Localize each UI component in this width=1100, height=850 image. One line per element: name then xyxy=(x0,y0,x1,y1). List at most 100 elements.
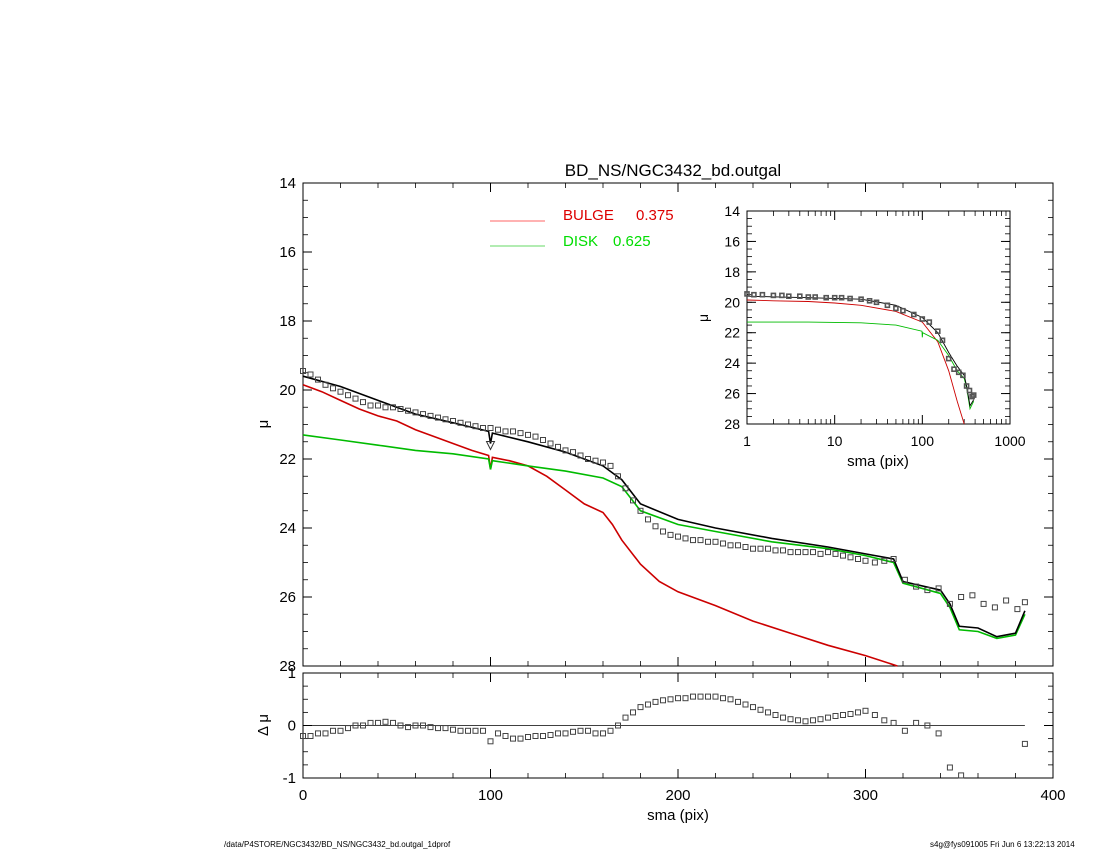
inset-series-unlabeled-3-point xyxy=(744,291,750,297)
main-axis-ticks: 14 16 18 20 22 24 26 28 xyxy=(279,175,1054,675)
resid-series-unlabeled-0-point xyxy=(330,727,336,734)
main-series-unlabeled-3-point xyxy=(322,381,329,388)
resid-series-unlabeled-0-point xyxy=(720,695,726,702)
resid-series-unlabeled-0-point xyxy=(555,730,561,737)
inset-series-unlabeled-3-point xyxy=(963,383,970,389)
resid-series-unlabeled-0-point xyxy=(472,727,479,734)
resid-series-unlabeled-0-point xyxy=(881,717,888,724)
inset-series-unlabeled-3-point xyxy=(873,299,880,306)
inset-y-tick-label-5: 24 xyxy=(724,355,740,371)
inset-y-tick-label-3: 20 xyxy=(724,294,740,310)
resid-series-unlabeled-0-point xyxy=(547,732,554,738)
resid-series-unlabeled-0-point xyxy=(457,727,464,734)
resid-series-unlabeled-0-point xyxy=(345,725,351,732)
resid-series-unlabeled-0-point xyxy=(615,722,621,729)
resid-series-unlabeled-0-point xyxy=(427,724,434,731)
main-series-unlabeled-3-point xyxy=(427,412,434,419)
resid-series-unlabeled-0-point xyxy=(435,725,441,732)
main-series-unlabeled-3-point xyxy=(772,547,779,554)
main-series-unlabeled-3-point xyxy=(667,531,674,538)
main-series-unlabeled-3-point xyxy=(825,549,831,556)
inset-x-axis-label: sma (pix) xyxy=(847,453,909,470)
main-series-unlabeled-3-point xyxy=(847,554,854,561)
main-series-disk-line xyxy=(302,434,1026,640)
resid-series-unlabeled-0-point xyxy=(510,735,516,742)
main-series-bulge-line xyxy=(302,384,898,667)
resid-series-unlabeled-0-point xyxy=(577,727,584,734)
resid-series-unlabeled-0-point xyxy=(825,714,831,721)
main-series-unlabeled-3-point xyxy=(525,431,531,438)
resid-series-unlabeled-0-point xyxy=(405,724,411,731)
resid-series-unlabeled-0-point xyxy=(525,734,531,740)
resid-series-unlabeled-0-point xyxy=(645,701,651,708)
resid-series-unlabeled-0-point xyxy=(675,695,681,702)
main-series-unlabeled-3-point xyxy=(720,540,726,547)
main-series-unlabeled-3-point xyxy=(742,544,749,550)
main-series-unlabeled-3-point xyxy=(555,443,561,450)
inset-y-tick-label-0: 14 xyxy=(724,203,740,219)
resid-series-unlabeled-0-point xyxy=(375,719,381,726)
inset-series-unlabeled-3-point xyxy=(893,305,899,312)
legend-bulge-label: BULGE xyxy=(563,207,614,224)
resid-series-unlabeled-0-point xyxy=(772,712,779,718)
resid-series-unlabeled-0-point xyxy=(750,704,756,711)
inset-log-panel: 1 10 100 1000 14 16 18 20 22 24 26 28 μ sma (pix) xyxy=(695,203,1026,470)
inset-series-unlabeled-3-point xyxy=(858,296,864,303)
resid-y-tick-label-2: 1 xyxy=(288,665,296,682)
main-y-tick-label-2: 18 xyxy=(279,313,296,330)
resid-series-unlabeled-0-point xyxy=(727,696,734,703)
resid-x-tick-label-0: 0 xyxy=(299,787,307,804)
main-series-unlabeled-3-point xyxy=(637,507,644,514)
main-series-unlabeled-3-point xyxy=(307,371,314,378)
resid-x-tick-label-2: 200 xyxy=(665,787,690,804)
inset-series-unlabeled-3-point xyxy=(796,293,803,300)
main-series-unlabeled-3-point xyxy=(367,402,374,409)
main-series-unlabeled-3-point xyxy=(1003,597,1010,604)
inset-series-unlabeled-3-point xyxy=(770,292,777,299)
resid-series-unlabeled-0-point xyxy=(382,718,389,725)
main-series-unlabeled-3-point xyxy=(532,433,539,440)
main-series-unlabeled-3-point xyxy=(958,594,965,600)
main-series-unlabeled-3-point xyxy=(615,473,621,480)
inset-series-unlabeled-3-point xyxy=(960,372,966,379)
main-series-unlabeled-3-point xyxy=(881,557,888,564)
main-series-unlabeled-3-point xyxy=(547,440,554,447)
inset-series-unlabeled-3-point xyxy=(805,294,812,300)
resid-series-unlabeled-0-point xyxy=(442,725,449,732)
main-series-unlabeled-3-point xyxy=(652,523,659,530)
resid-series-unlabeled-0-point xyxy=(300,733,306,739)
main-series-unlabeled-3-point xyxy=(660,528,666,535)
legend-disk-value: 0.625 xyxy=(613,233,651,250)
inset-series-unlabeled-3-point xyxy=(831,294,838,301)
resid-series-unlabeled-0-point xyxy=(502,733,509,739)
resid-series-unlabeled-0-point xyxy=(690,693,696,700)
main-series-group xyxy=(300,368,1028,667)
main-series-unlabeled-3-point xyxy=(890,556,897,562)
main-series-unlabeled-3-point xyxy=(697,537,704,544)
main-series-unlabeled-3-point xyxy=(871,559,878,566)
resid-series-unlabeled-0-point xyxy=(450,726,456,733)
main-series-unlabeled-3-point xyxy=(690,537,696,544)
main-series-unlabeled-3-point xyxy=(457,419,464,426)
main-series-unlabeled-3-point xyxy=(750,545,756,552)
resid-series-unlabeled-0-point xyxy=(871,712,878,718)
resid-series-unlabeled-0-point xyxy=(517,735,524,742)
resid-series-unlabeled-0-point xyxy=(1021,740,1028,747)
main-series-unlabeled-3-point xyxy=(802,549,809,556)
resid-series-unlabeled-0-point xyxy=(847,711,854,717)
resid-series-unlabeled-0-point xyxy=(412,722,419,729)
main-series-unlabeled-3-point xyxy=(727,542,734,549)
inset-series-unlabeled-3-point xyxy=(823,294,830,301)
inset-series-unlabeled-3-point xyxy=(966,387,973,394)
resid-series-unlabeled-0-point xyxy=(600,730,606,737)
main-series-unlabeled-3-point xyxy=(840,552,846,559)
resid-series-unlabeled-0-point xyxy=(705,693,711,700)
resid-series-unlabeled-0-point xyxy=(901,727,908,734)
inset-series-unlabeled-3-point xyxy=(759,291,766,298)
main-series-unlabeled-3-point xyxy=(412,409,419,416)
resid-series-unlabeled-0-point xyxy=(667,696,674,703)
main-series-unlabeled-3-point xyxy=(607,462,614,469)
resid-series-unlabeled-0-point xyxy=(630,709,636,716)
resid-series-unlabeled-0-point xyxy=(622,714,629,721)
